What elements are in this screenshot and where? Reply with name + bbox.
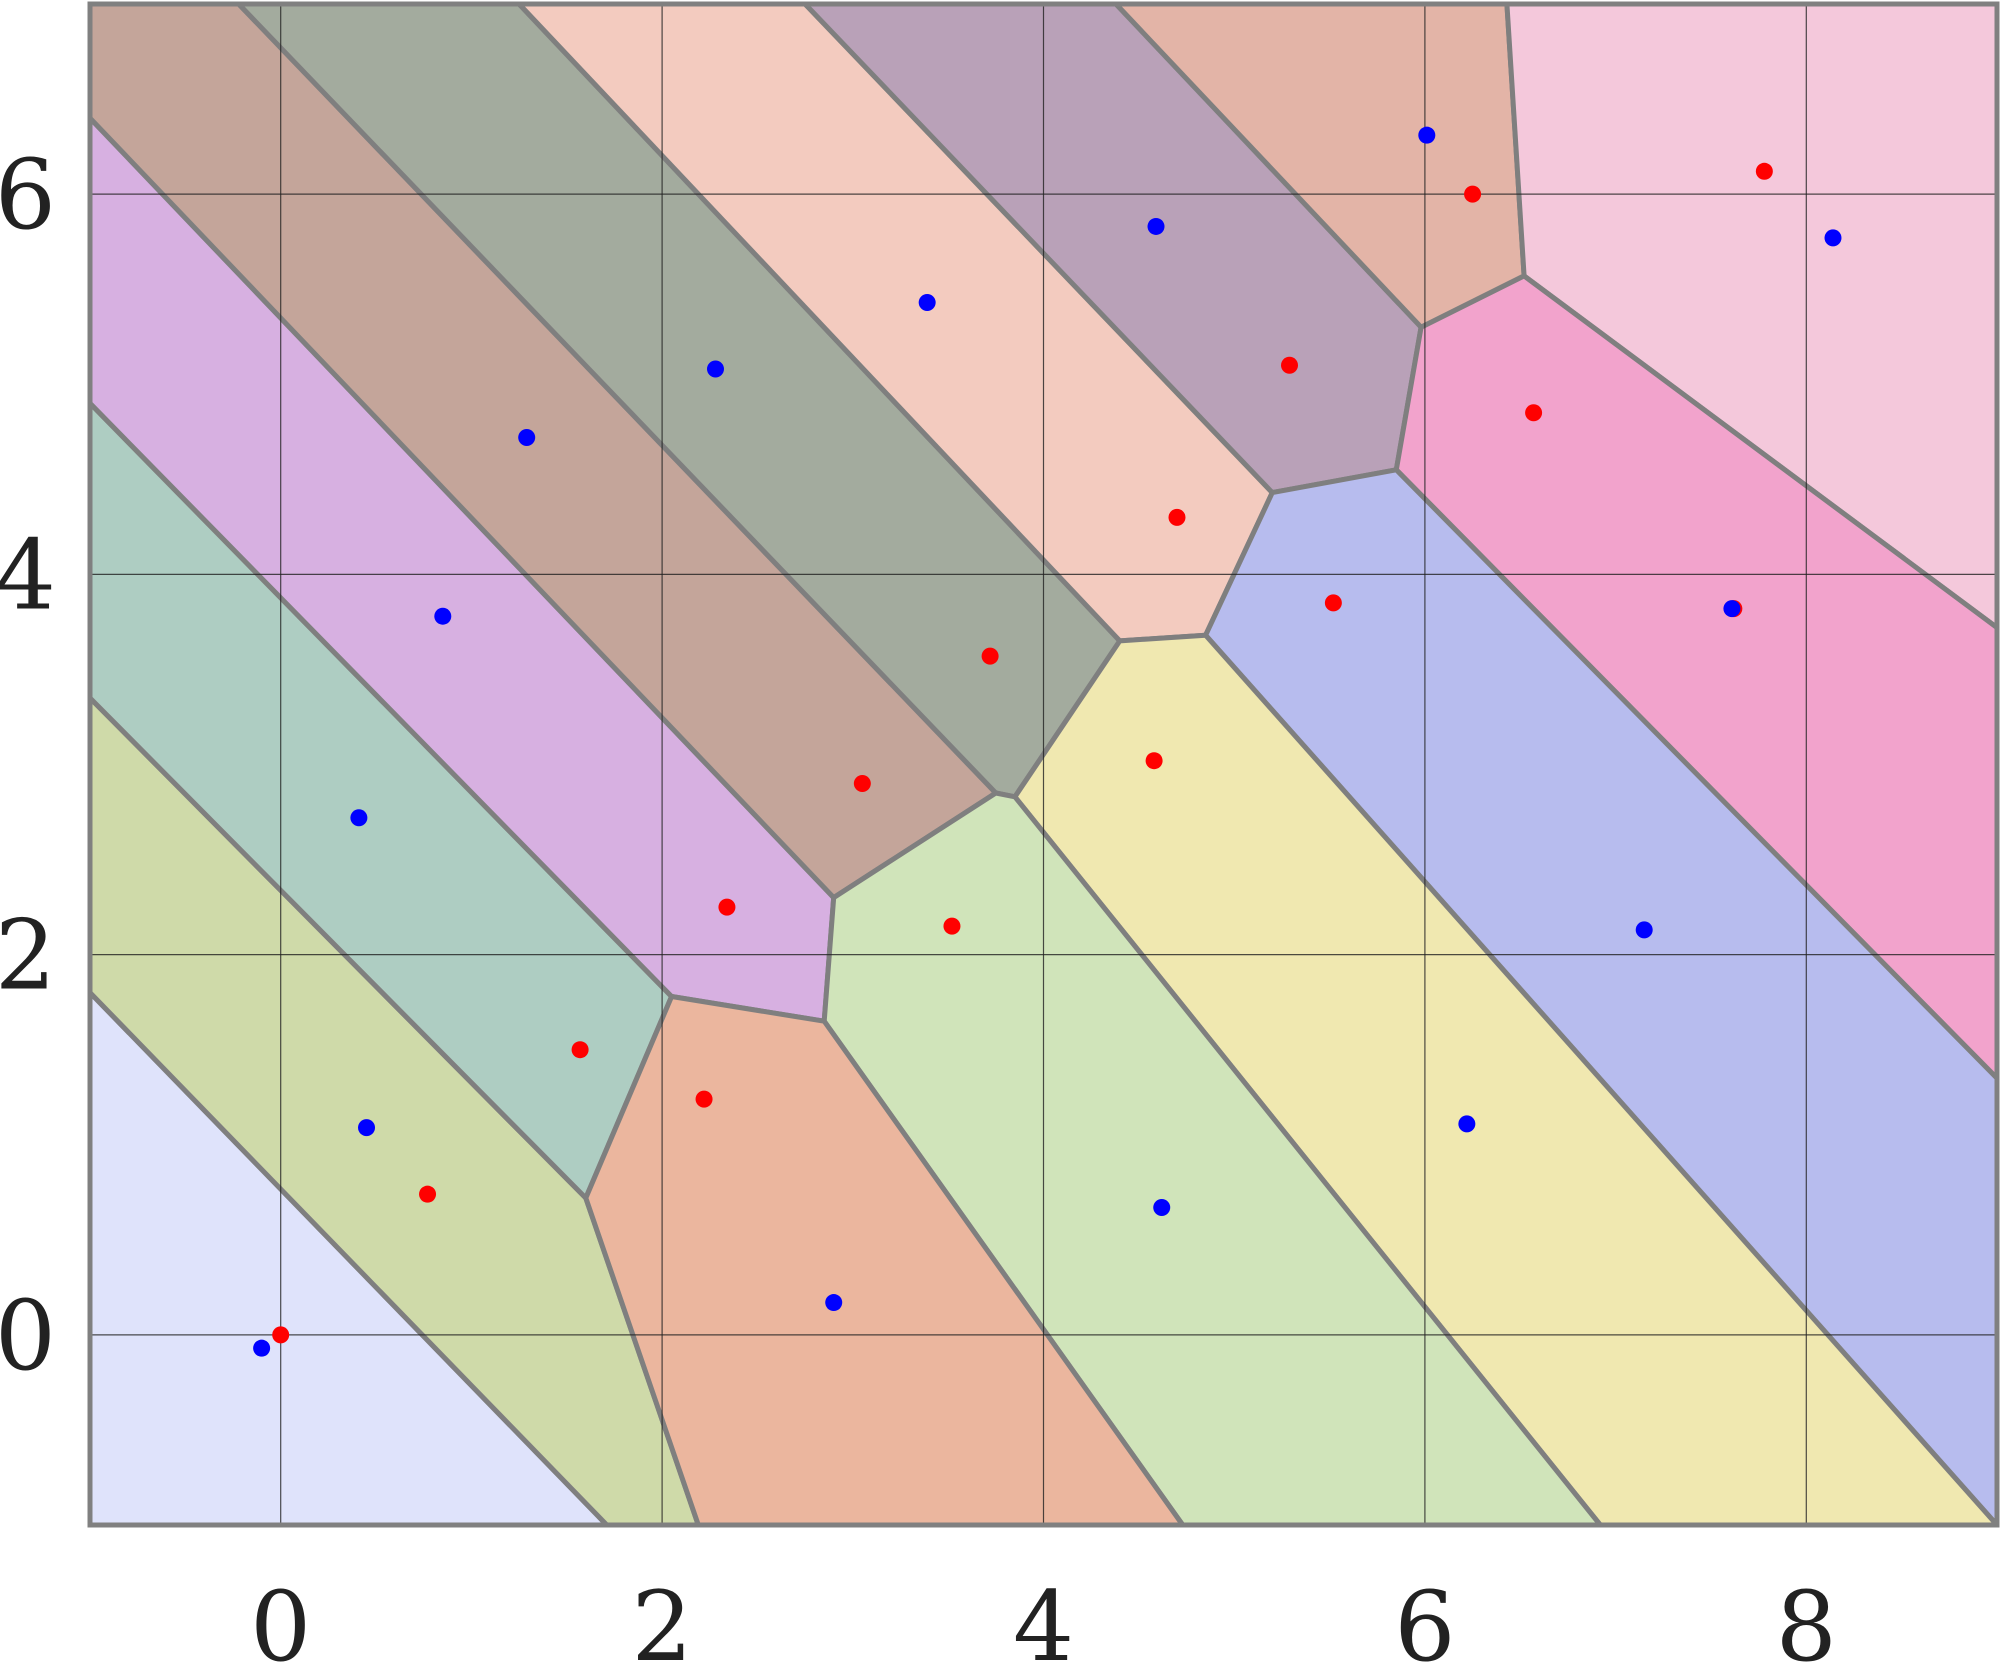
point-series2-3 bbox=[350, 809, 368, 827]
x-tick-labels: 0 2 4 6 8 bbox=[250, 1571, 1837, 1667]
y-tick-label-0: 0 bbox=[0, 1280, 56, 1392]
point-series1-15 bbox=[1755, 162, 1773, 180]
point-series1-5 bbox=[718, 898, 736, 916]
point-series1-7 bbox=[853, 775, 871, 793]
grid-layer bbox=[90, 4, 1997, 1525]
point-series2-1 bbox=[253, 1339, 271, 1357]
point-series1-4 bbox=[695, 1090, 713, 1108]
x-tick-label-0: 0 bbox=[250, 1571, 311, 1667]
x-tick-label-4: 8 bbox=[1776, 1571, 1837, 1667]
x-tick-label-3: 6 bbox=[1394, 1571, 1455, 1667]
point-series2-13 bbox=[1458, 1115, 1476, 1133]
point-series2-15 bbox=[825, 1294, 843, 1312]
y-tick-label-2: 4 bbox=[0, 519, 56, 631]
point-series2-8 bbox=[1147, 217, 1165, 235]
point-series2-14 bbox=[1153, 1198, 1171, 1216]
point-series1-3 bbox=[571, 1041, 589, 1059]
y-tick-label-3: 6 bbox=[0, 139, 56, 251]
points-layer bbox=[253, 126, 1842, 1357]
point-series1-9 bbox=[1145, 752, 1163, 770]
point-series1-2 bbox=[419, 1185, 437, 1203]
point-series1-12 bbox=[1324, 594, 1342, 612]
point-series2-7 bbox=[918, 293, 936, 311]
cells-layer bbox=[87, 1, 2000, 1528]
point-series1-11 bbox=[1281, 356, 1299, 374]
point-series2-6 bbox=[706, 360, 724, 378]
point-series2-11 bbox=[1723, 600, 1741, 618]
point-series2-4 bbox=[434, 607, 452, 625]
point-series2-9 bbox=[1418, 126, 1436, 144]
point-series2-5 bbox=[518, 428, 536, 446]
point-series1-6 bbox=[943, 917, 961, 935]
voronoi-cell-15 bbox=[583, 994, 1186, 1528]
point-series1-1 bbox=[272, 1326, 290, 1344]
point-series2-12 bbox=[1635, 921, 1653, 939]
point-series1-10 bbox=[1168, 508, 1186, 526]
point-series1-8 bbox=[981, 647, 999, 665]
point-series2-2 bbox=[358, 1119, 376, 1137]
plot-frame bbox=[87, 1, 2000, 1528]
point-series2-10 bbox=[1824, 229, 1842, 247]
x-tick-label-2: 4 bbox=[1013, 1571, 1074, 1667]
point-series1-14 bbox=[1525, 404, 1543, 422]
point-series1-13 bbox=[1464, 185, 1482, 203]
y-tick-labels: 0 2 4 6 bbox=[0, 139, 56, 1392]
x-tick-label-1: 2 bbox=[632, 1571, 693, 1667]
y-tick-label-1: 2 bbox=[0, 900, 56, 1012]
